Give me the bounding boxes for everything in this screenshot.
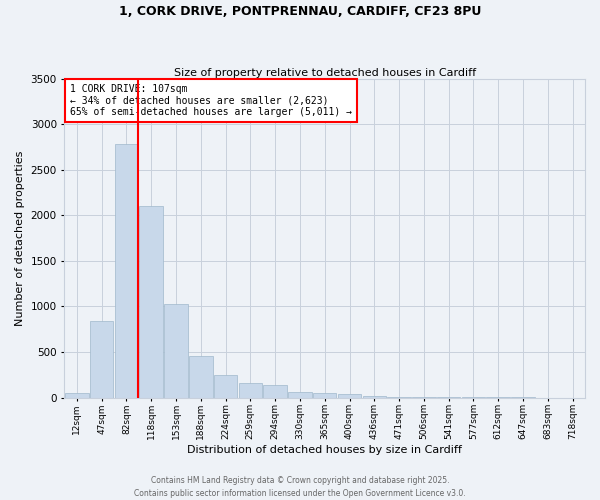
Bar [288, 392, 312, 398]
Text: Contains HM Land Registry data © Crown copyright and database right 2025.
Contai: Contains HM Land Registry data © Crown c… [134, 476, 466, 498]
Bar [362, 396, 386, 398]
Title: Size of property relative to detached houses in Cardiff: Size of property relative to detached ho… [173, 68, 476, 78]
Bar [388, 396, 411, 398]
Bar [139, 206, 163, 398]
Bar [313, 392, 337, 398]
X-axis label: Distribution of detached houses by size in Cardiff: Distribution of detached houses by size … [187, 445, 462, 455]
Bar [164, 304, 188, 398]
Bar [214, 375, 238, 398]
Text: 1 CORK DRIVE: 107sqm
← 34% of detached houses are smaller (2,623)
65% of semi-de: 1 CORK DRIVE: 107sqm ← 34% of detached h… [70, 84, 352, 117]
Bar [189, 356, 212, 398]
Y-axis label: Number of detached properties: Number of detached properties [15, 150, 25, 326]
Bar [263, 385, 287, 398]
Bar [338, 394, 361, 398]
Bar [115, 144, 138, 398]
Text: 1, CORK DRIVE, PONTPRENNAU, CARDIFF, CF23 8PU: 1, CORK DRIVE, PONTPRENNAU, CARDIFF, CF2… [119, 5, 481, 18]
Bar [239, 384, 262, 398]
Bar [90, 321, 113, 398]
Bar [65, 393, 89, 398]
